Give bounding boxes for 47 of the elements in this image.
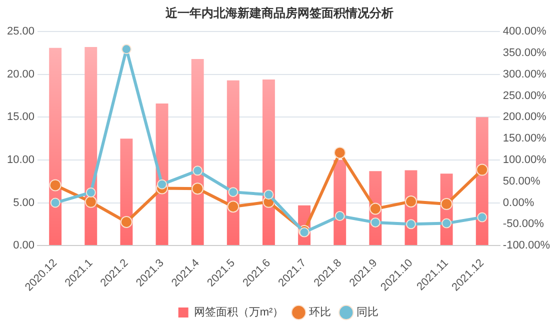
y2-tick-label: -50.00%	[502, 218, 544, 230]
point	[476, 164, 488, 176]
point	[406, 219, 416, 230]
y2-tick-label: 50.00%	[502, 175, 540, 188]
y-tick-label: 5.00	[13, 196, 35, 209]
point	[84, 196, 97, 208]
point	[157, 179, 168, 190]
legend-label: 网签面积（万m²）	[194, 306, 284, 319]
point	[334, 146, 346, 159]
bar	[120, 138, 133, 246]
y2-tick-label: 150.00%	[502, 132, 547, 145]
legend-label: 同比	[356, 306, 379, 319]
y2-tick-label: -100.00%	[502, 240, 550, 252]
point	[477, 212, 488, 222]
y-tick-label: 15.00	[6, 111, 35, 124]
point	[228, 187, 238, 198]
chart-title: 近一年内北海新建商品房网签面积情况分析	[164, 5, 394, 22]
y2-tick-label: 300.00%	[502, 68, 547, 80]
bar	[262, 80, 275, 246]
y-tick-label: 25.00	[6, 26, 35, 38]
point	[121, 44, 132, 54]
point	[86, 187, 96, 198]
y2-tick-label: 200.00%	[502, 111, 547, 124]
point	[369, 202, 382, 215]
y-tick-label: 10.00	[6, 154, 35, 166]
point	[370, 217, 380, 228]
point	[50, 198, 60, 208]
y2-tick-label: 0.00%	[502, 196, 534, 209]
y2-tick-label: 400.00%	[502, 26, 547, 38]
point	[404, 195, 417, 208]
point	[334, 211, 345, 222]
y-tick-label: 20.00	[6, 68, 35, 80]
legend-label: 环比	[309, 306, 332, 319]
point	[120, 216, 132, 228]
point	[442, 218, 452, 228]
bar	[191, 58, 204, 246]
point	[192, 166, 203, 176]
point	[440, 198, 453, 210]
point	[264, 190, 274, 200]
point	[192, 182, 204, 195]
y2-tick-label: 250.00%	[502, 90, 547, 102]
y2-tick-label: 100.00%	[502, 154, 547, 166]
point	[49, 179, 62, 192]
point	[227, 200, 240, 213]
y-tick-label: 0.00	[13, 240, 35, 252]
bar	[49, 48, 62, 246]
y2-tick-label: 350.00%	[502, 47, 547, 60]
